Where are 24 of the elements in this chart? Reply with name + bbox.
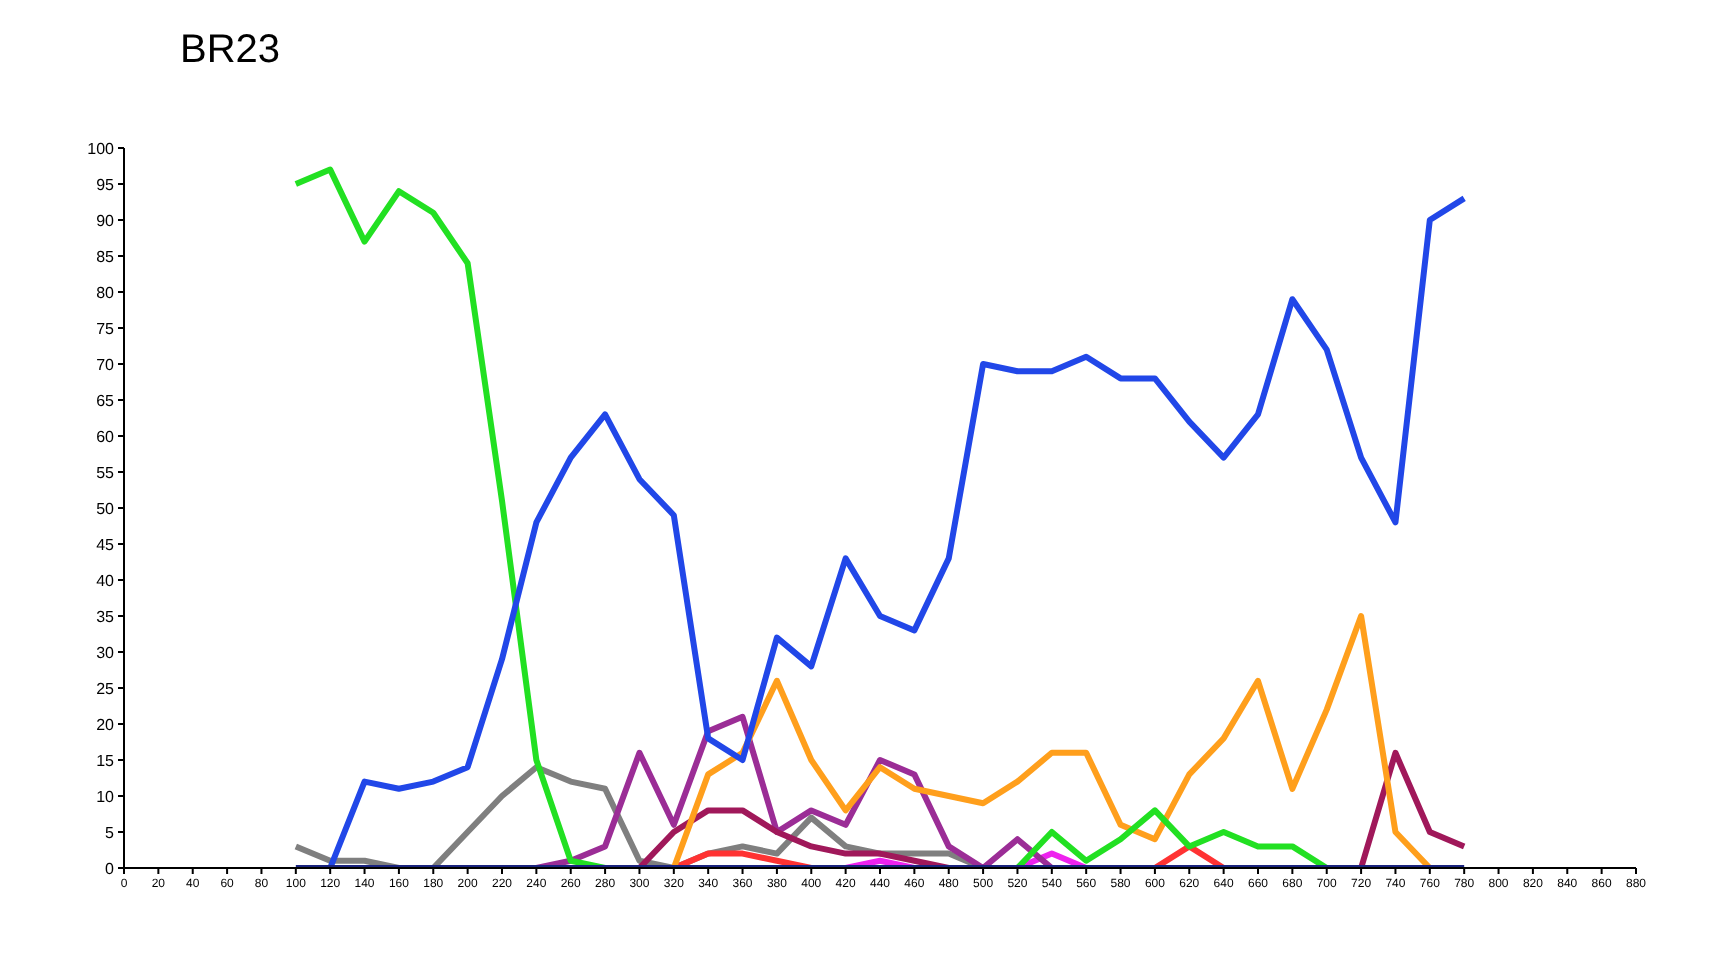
y-tick-label: 90 [96,211,116,230]
y-tick-label: 5 [105,823,116,842]
y-tick-label: 55 [96,463,116,482]
y-tick-label: 85 [96,247,116,266]
y-tick-label: 80 [96,283,116,302]
y-tick-label: 0 [105,859,116,878]
y-tick-label: 60 [96,427,116,446]
y-tick-label: 10 [96,787,116,806]
y-tick-label: 35 [96,607,116,626]
y-tick-label: 20 [96,715,116,734]
y-tick-label: 15 [96,751,116,770]
y-tick-label: 45 [96,535,116,554]
y-tick-label: 25 [96,679,116,698]
y-tick-label: 100 [87,139,116,158]
y-tick-label: 75 [96,319,116,338]
y-tick-label: 50 [96,499,116,518]
line-series [327,195,1468,868]
y-tick-label: 70 [96,355,116,374]
y-tick-label: 30 [96,643,116,662]
line-series [670,613,1433,868]
y-tick-label: 40 [96,571,116,590]
y-tick-label: 65 [96,391,116,410]
y-tick-label: 95 [96,175,116,194]
chart-title: BR23 [180,28,281,74]
